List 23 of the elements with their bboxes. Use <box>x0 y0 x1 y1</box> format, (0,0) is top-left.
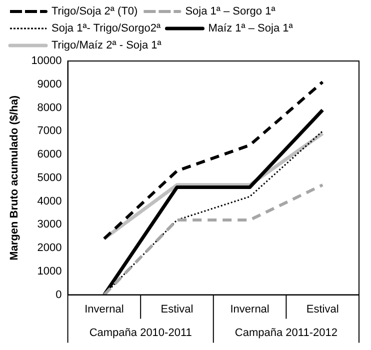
y-axis-title: Margen Bruto acumulado ($/ha) <box>8 95 21 260</box>
legend-label: Maíz 1ª – Soja 1ª <box>208 22 294 35</box>
legend-label: Soja 1ª – Sorgo 1ª <box>185 6 276 18</box>
y-tick-label: 9000 <box>37 78 62 90</box>
y-tick-label: 3000 <box>37 218 62 231</box>
y-tick-label: 10000 <box>31 55 62 68</box>
legend-label: Trigo/Maíz 2ª - Soja 1ª <box>52 40 162 52</box>
text: Campaña 2011-2012 <box>234 326 338 339</box>
y-tick-label: 5000 <box>37 172 62 184</box>
x-tick-label: Estival <box>160 303 194 316</box>
y-tick-label: 0 <box>56 288 62 301</box>
y-tick-label: 7000 <box>37 125 62 138</box>
text: Campaña 2010-2011 <box>89 326 192 339</box>
x-tick-label: Invernal <box>230 303 270 316</box>
y-tick-label: 1000 <box>37 265 62 278</box>
x-tick-label: Invernal <box>84 303 124 316</box>
y-tick-label: 4000 <box>37 195 62 208</box>
legend-label: Trigo/Soja 2ª (T0) <box>52 6 138 18</box>
y-tick-label: 6000 <box>37 148 62 161</box>
legend-label: Soja 1ª- Trigo/Sorgo2ª <box>52 22 162 35</box>
x-tick-label: Estival <box>306 303 339 316</box>
y-tick-label: 2000 <box>37 242 62 254</box>
y-tick-label: 8000 <box>37 102 62 114</box>
